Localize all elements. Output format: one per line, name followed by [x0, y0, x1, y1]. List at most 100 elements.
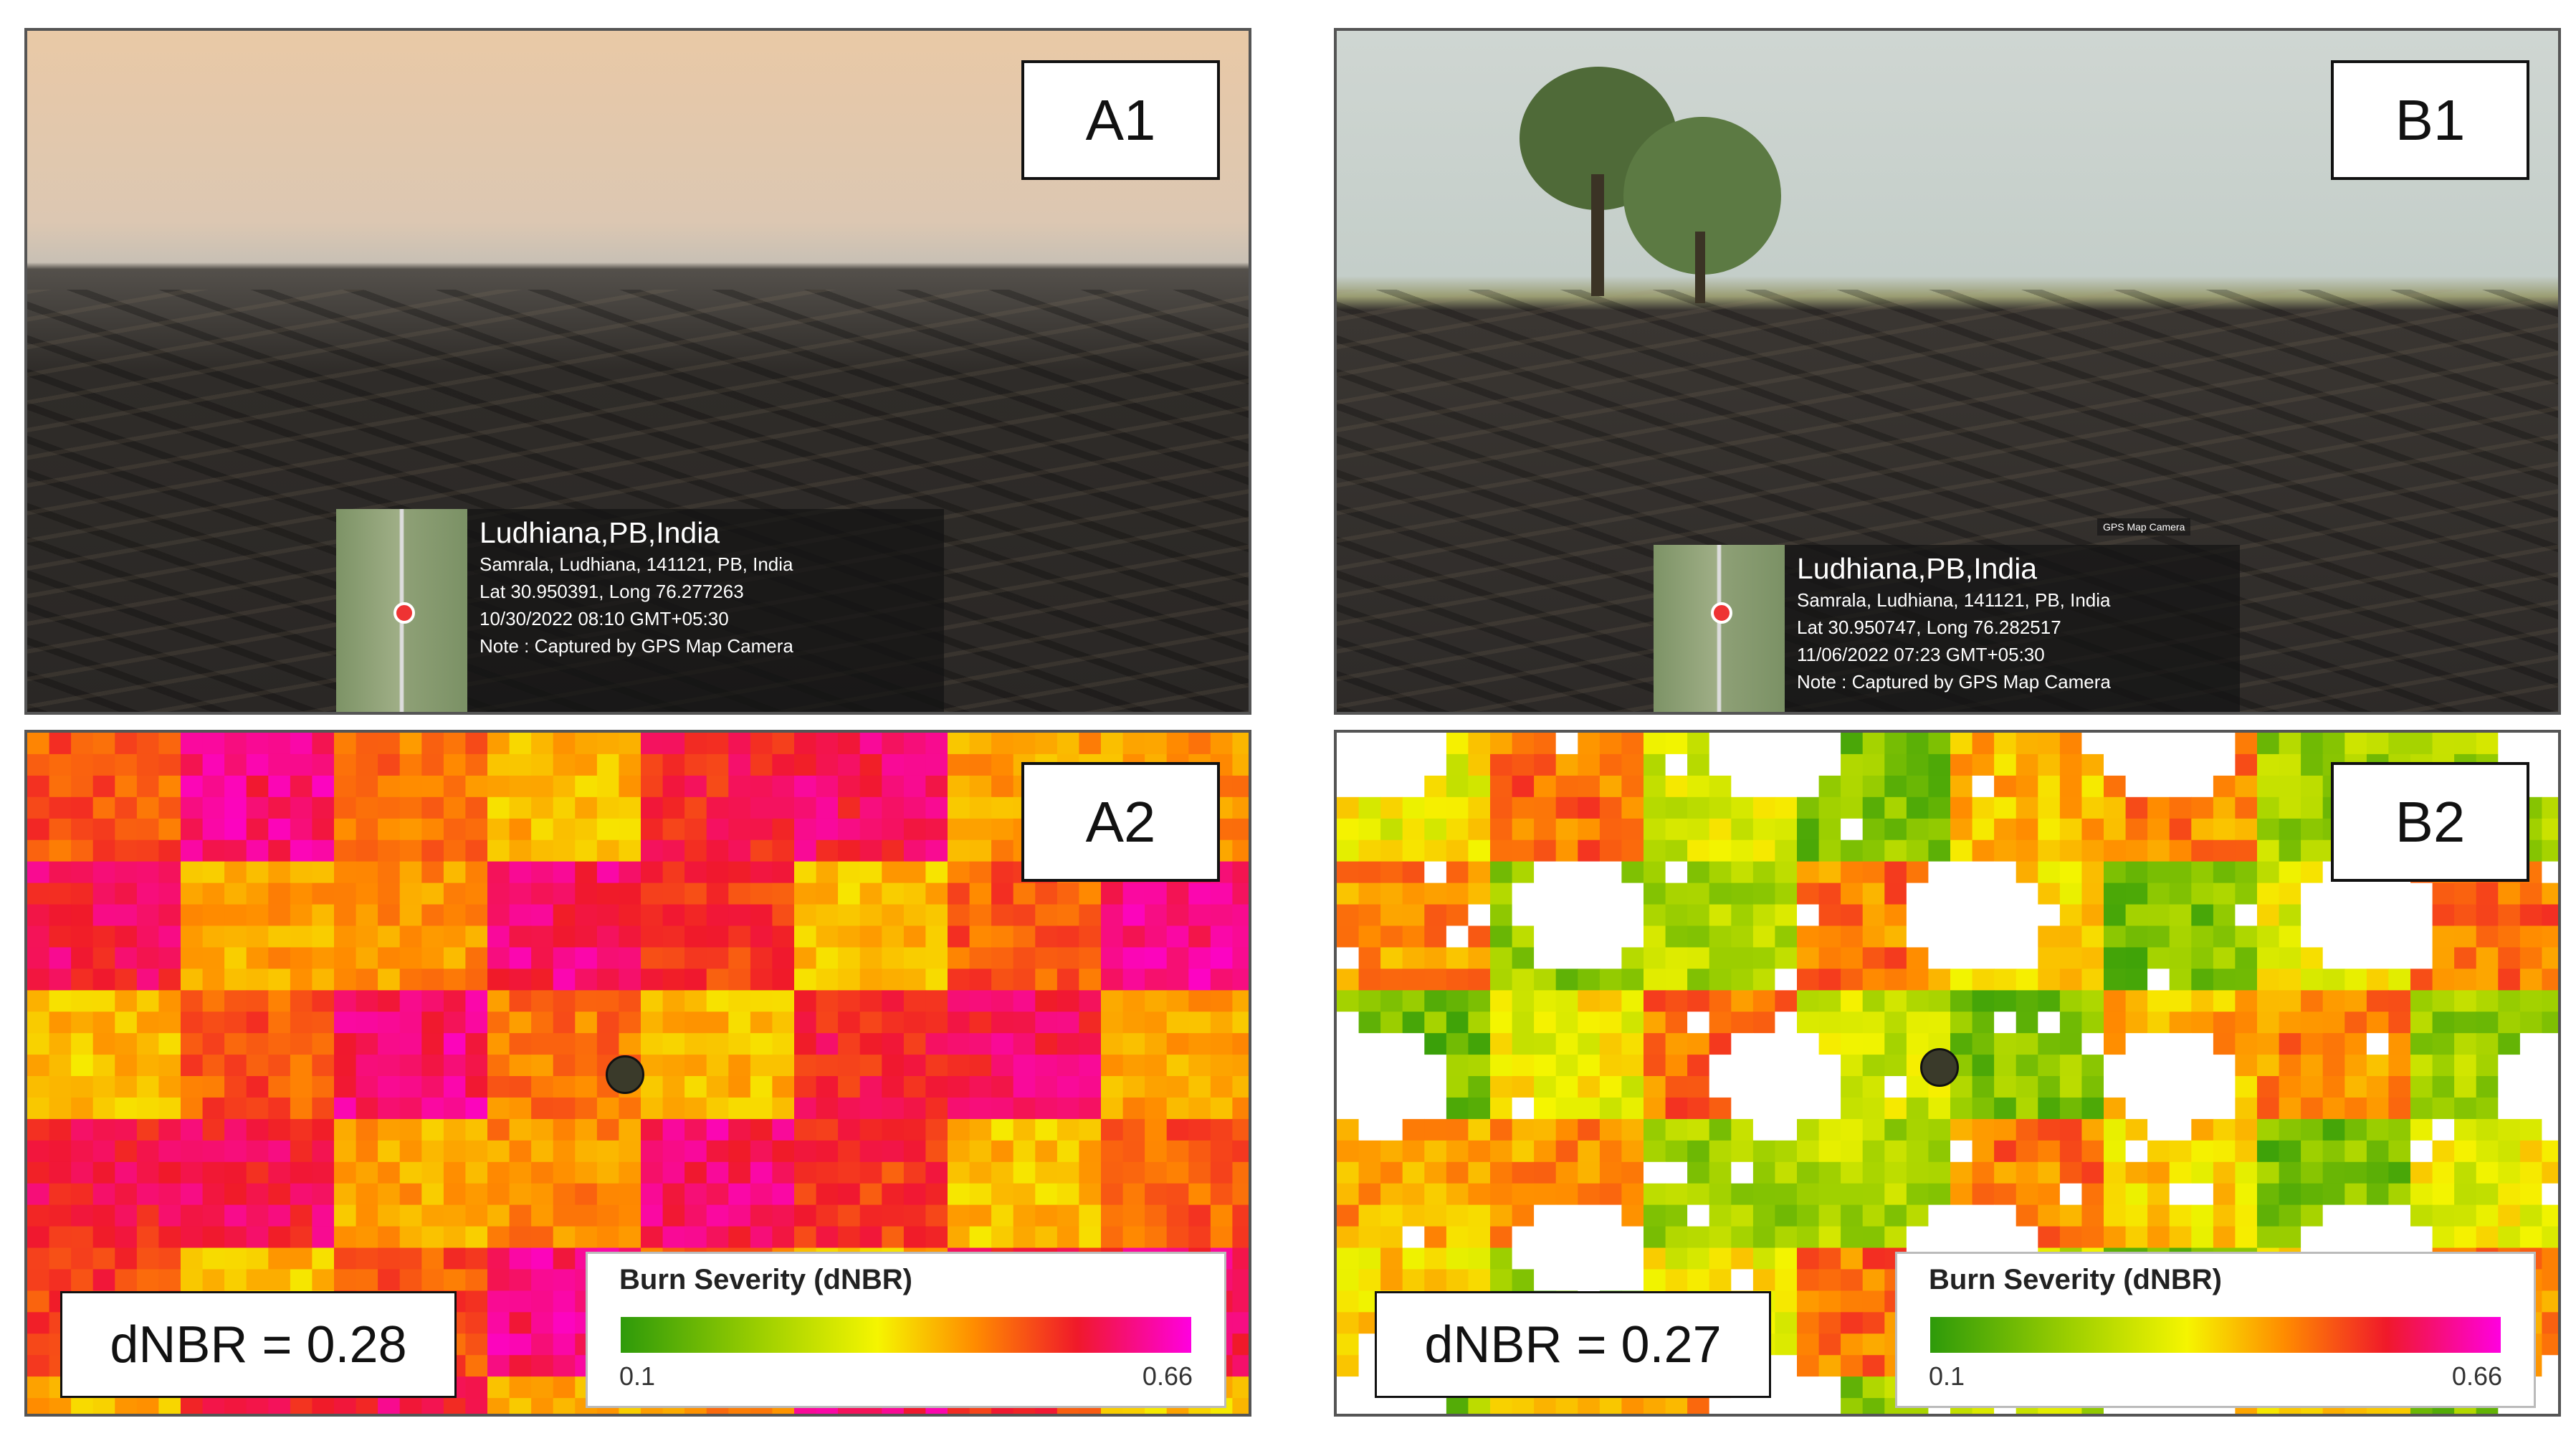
map-cell — [1665, 883, 1688, 905]
map-cell — [2213, 1097, 2236, 1120]
map-cell — [1056, 1055, 1080, 1077]
map-cell — [1841, 818, 1864, 841]
map-cell — [1145, 883, 1168, 905]
map-cell — [1994, 861, 2017, 884]
map-cell — [378, 1118, 401, 1141]
color-ramp — [1930, 1317, 2501, 1353]
map-cell — [399, 883, 422, 905]
map-cell — [662, 839, 685, 862]
map-cell — [2104, 818, 2127, 841]
map-cell — [115, 1161, 138, 1184]
map-cell — [2279, 1204, 2301, 1227]
map-cell — [991, 1183, 1014, 1206]
map-cell — [859, 1076, 882, 1098]
map-cell — [1621, 753, 1644, 776]
map-cell — [925, 883, 948, 905]
map-cell — [641, 753, 664, 776]
map-cell — [1841, 1161, 1864, 1184]
map-cell — [1534, 1247, 1557, 1270]
map-cell — [1775, 1312, 1798, 1334]
map-cell — [1862, 1033, 1885, 1055]
map-cell — [1358, 818, 1381, 841]
panel-label: B1 — [2331, 60, 2529, 180]
map-cell — [202, 1269, 225, 1291]
map-cell — [553, 969, 576, 991]
map-cell — [1906, 1161, 1929, 1184]
map-cell — [684, 1033, 707, 1055]
map-cell — [509, 1033, 532, 1055]
map-cell — [224, 1033, 247, 1055]
map-cell — [1035, 1097, 1058, 1120]
map-cell — [1621, 883, 1644, 905]
map-cell — [948, 753, 970, 776]
map-cell — [2147, 1055, 2170, 1077]
map-cell — [1446, 796, 1469, 819]
map-cell — [1145, 1161, 1168, 1184]
map-cell — [816, 1161, 839, 1184]
map-cell — [465, 1333, 488, 1356]
map-cell — [2388, 1012, 2411, 1034]
map-cell — [1555, 1204, 1578, 1227]
map-cell — [2038, 969, 2061, 991]
map-cell — [1145, 1204, 1168, 1227]
map-cell — [772, 904, 795, 926]
map-cell — [509, 1247, 532, 1270]
map-cell — [268, 1076, 291, 1098]
map-cell — [1884, 947, 1907, 969]
map-cell — [27, 1183, 50, 1206]
map-cell — [1555, 969, 1578, 991]
map-cell — [2519, 1226, 2543, 1249]
map-cell — [575, 904, 598, 926]
map-cell — [399, 796, 422, 819]
map-cell — [27, 818, 50, 841]
map-cell — [290, 1226, 313, 1249]
map-cell — [1446, 1398, 1469, 1414]
map-cell — [356, 818, 378, 841]
map-cell — [136, 1012, 160, 1034]
map-cell — [49, 926, 72, 948]
map-cell — [2104, 1076, 2127, 1098]
map-cell — [1644, 1204, 1666, 1227]
map-cell — [1380, 883, 1403, 905]
map-cell — [1994, 1183, 2017, 1206]
gps-text: Ludhiana,PB,India Samrala, Ludhiana, 141… — [480, 515, 793, 660]
map-cell — [1578, 926, 1601, 948]
map-cell — [1424, 1140, 1447, 1163]
map-cell — [1402, 990, 1425, 1012]
map-cell — [1101, 733, 1124, 755]
map-cell — [684, 818, 707, 841]
map-cell — [619, 753, 641, 776]
map-cell — [1818, 861, 1841, 884]
map-cell — [2125, 1055, 2148, 1077]
map-cell — [2454, 1076, 2477, 1098]
map-cell — [1644, 1226, 1666, 1249]
map-cell — [1862, 775, 1885, 798]
map-cell — [1188, 1076, 1211, 1098]
map-cell — [1380, 1097, 1403, 1120]
map-cell — [1490, 947, 1513, 969]
map-cell — [378, 904, 401, 926]
map-cell — [2366, 1033, 2390, 1055]
map-cell — [2235, 839, 2258, 862]
map-cell — [224, 926, 247, 948]
map-cell — [290, 990, 313, 1012]
map-cell — [246, 1398, 269, 1414]
map-cell — [465, 1118, 488, 1141]
map-cell — [1599, 1226, 1623, 1249]
map-cell — [1621, 1204, 1644, 1227]
map-cell — [1950, 1140, 1973, 1163]
map-cell — [859, 969, 882, 991]
map-cell — [2498, 883, 2521, 905]
map-cell — [1775, 1204, 1798, 1227]
map-cell — [575, 1097, 598, 1120]
map-cell — [991, 1012, 1014, 1034]
map-cell — [1013, 1226, 1036, 1249]
map-cell — [553, 733, 576, 755]
map-cell — [1621, 1226, 1644, 1249]
map-cell — [312, 1012, 335, 1034]
map-cell — [1166, 733, 1189, 755]
map-cell — [399, 926, 422, 948]
map-cell — [750, 1055, 773, 1077]
map-cell — [772, 753, 795, 776]
map-cell — [71, 1076, 94, 1098]
